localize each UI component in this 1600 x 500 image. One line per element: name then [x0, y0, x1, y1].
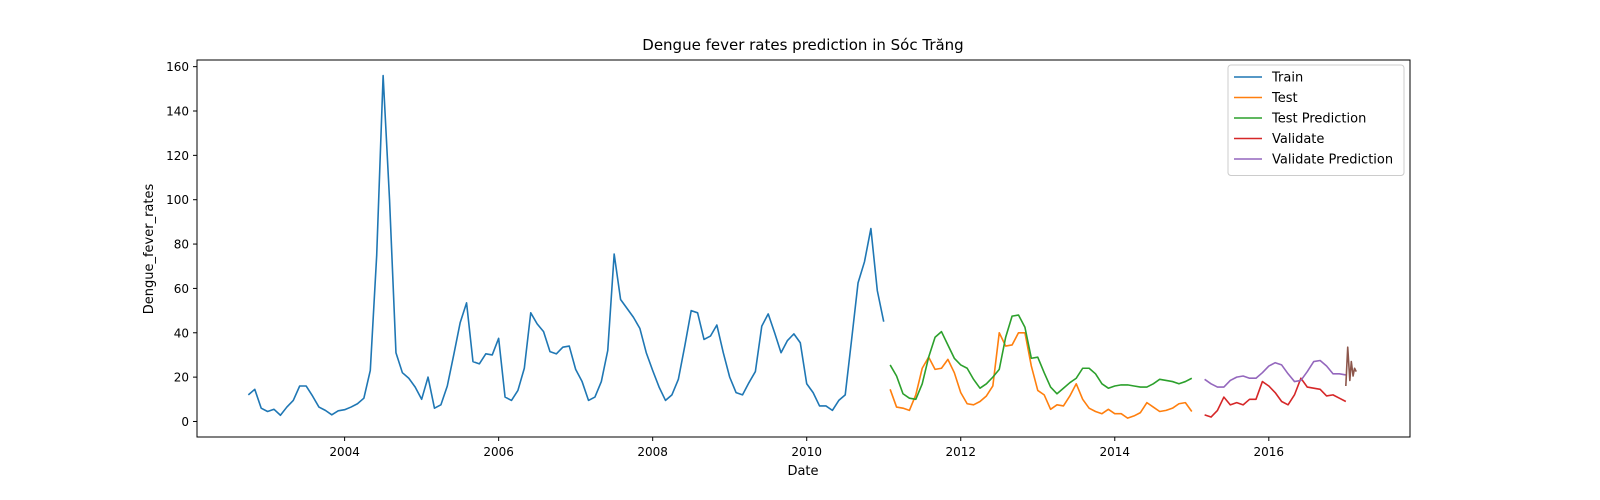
chart-title: Dengue fever rates prediction in Sóc Tră… [642, 36, 963, 54]
y-axis-ticks: 0 20 40 60 80 100 120 140 160 [166, 60, 197, 429]
x-tick-label: 2008 [637, 445, 668, 459]
legend-label-validate-prediction: Validate Prediction [1272, 153, 1393, 168]
extra-series-line-0 [1345, 346, 1357, 387]
plot-lines [247, 74, 1357, 419]
x-tick-label: 2004 [329, 445, 360, 459]
series-line-validate [1204, 377, 1347, 418]
legend-label-test: Test [1271, 91, 1298, 106]
y-tick-label: 120 [166, 149, 189, 163]
x-tick-label: 2012 [945, 445, 976, 459]
y-tick-label: 0 [181, 415, 189, 429]
x-axis-label: Date [787, 464, 818, 479]
series-line-validate-prediction [1204, 359, 1346, 388]
x-axis-ticks: 2004 2006 2008 2010 2012 2014 2016 [329, 437, 1284, 459]
y-tick-label: 140 [166, 105, 189, 119]
series-line-train [247, 74, 885, 417]
series-line-test [889, 331, 1193, 419]
legend-box [1227, 64, 1405, 176]
plot-area-frame [196, 59, 1411, 438]
legend: Train Test Test Prediction Validate Validate… [1227, 64, 1405, 176]
x-tick-label: 2014 [1099, 445, 1130, 459]
x-tick-label: 2010 [791, 445, 822, 459]
legend-label-validate: Validate [1272, 132, 1324, 147]
y-tick-label: 40 [174, 326, 189, 340]
y-tick-label: 60 [174, 282, 189, 296]
legend-label-train: Train [1271, 71, 1303, 86]
x-tick-label: 2006 [483, 445, 514, 459]
y-tick-label: 100 [166, 193, 189, 207]
y-tick-label: 20 [174, 371, 189, 385]
y-tick-label: 160 [166, 60, 189, 74]
legend-label-test-prediction: Test Prediction [1271, 112, 1366, 127]
series-line-test-prediction [889, 314, 1193, 401]
x-tick-label: 2016 [1254, 445, 1285, 459]
y-tick-label: 80 [174, 238, 189, 252]
y-axis-label: Dengue_fever_rates [142, 184, 157, 315]
